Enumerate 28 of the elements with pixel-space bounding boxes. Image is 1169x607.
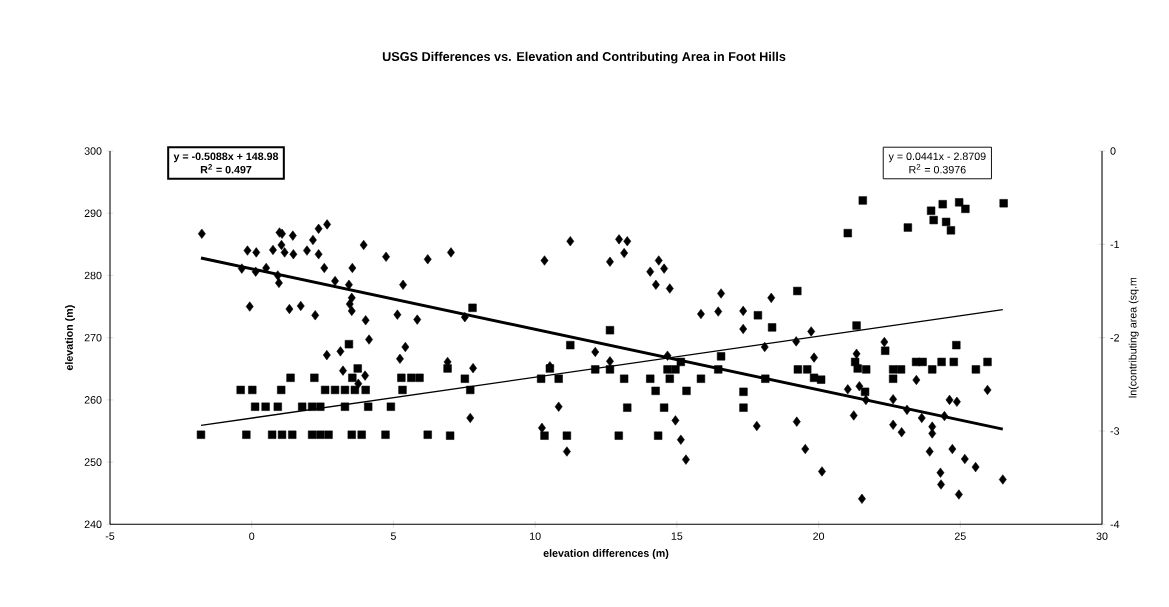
y2-tick-label: -2 [1110,333,1119,342]
y-tick-label: 250 [84,458,102,466]
x-tick-label: 15 [671,532,683,540]
x-tick-label: 20 [813,532,825,540]
annotation: R$^{2}$ = 0.497 [200,163,252,174]
x-tick-label: 0 [249,532,255,540]
annotation: y = -0.5088x + 148.98 [173,152,279,163]
x-tick-label: 30 [1096,532,1108,540]
y-axis-title: elevation (m) [65,305,76,371]
y2-tick-label: -4 [1110,520,1120,528]
x-tick-label: -5 [105,532,115,540]
x-tick-label: 5 [390,532,396,540]
y-tick-label: 260 [84,396,102,404]
y-tick-label: 300 [84,147,102,155]
y-tick-label: 290 [84,209,102,217]
x-axis-title: elevation differences (m) [543,549,669,560]
annotation: y = 0.0441x - 2.8709 [888,152,986,163]
y2-tick-label: -3 [1110,427,1120,435]
y-tick-label: 240 [84,520,102,529]
x-tick-label: 10 [530,532,541,540]
y2-axis-title: ln(contributing area (sq.m [1128,277,1139,398]
y-tick-label: 280 [84,271,102,280]
y-tick-label: 270 [84,333,102,342]
x-tick-label: 25 [954,532,966,540]
annotation: R$^{2}$ = 0.3976 [909,163,966,174]
y2-tick-label: -1 [1110,240,1120,248]
y2-tick-label: 0 [1110,147,1116,155]
chart-title: USGS Differences vs. Elevation and Contributing Area in Foot Hills [382,51,786,64]
